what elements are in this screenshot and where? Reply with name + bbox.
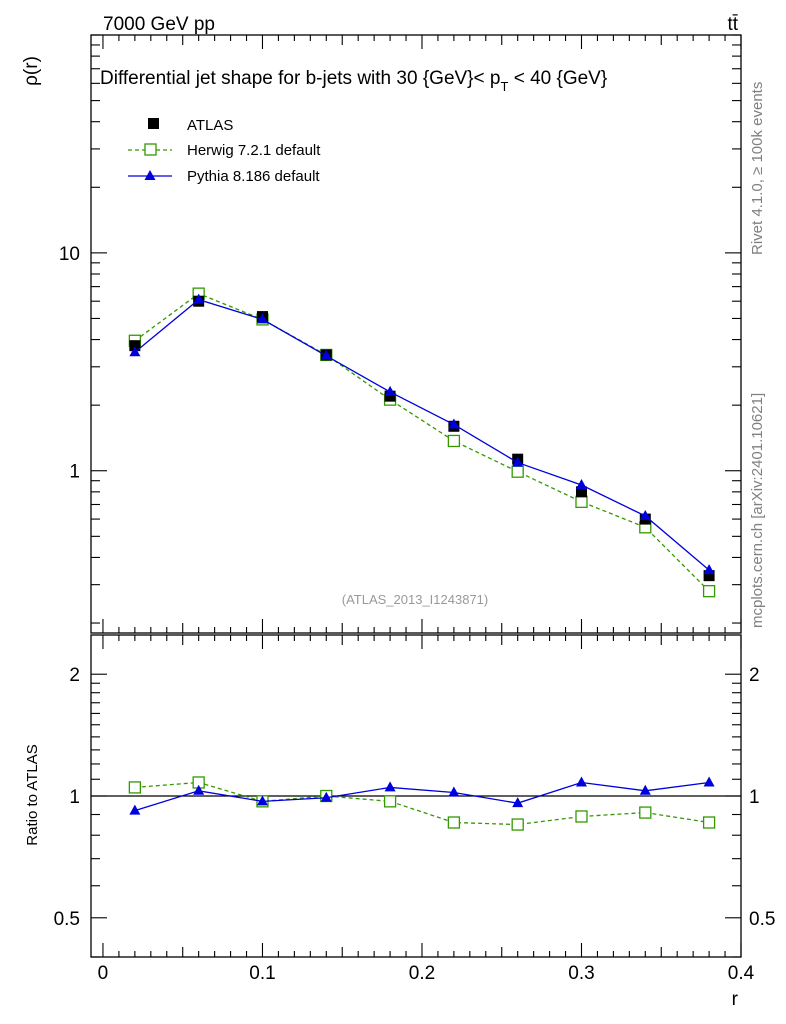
main-panel-frame	[90, 34, 742, 634]
y-tick-label: 1	[69, 787, 80, 808]
main-herwig-marker	[447, 434, 461, 448]
legend-herwig-label: Herwig 7.2.1 default	[187, 142, 321, 159]
ratio-ylabel: Ratio to ATLAS	[24, 744, 41, 845]
chart-title-sub: T	[500, 79, 508, 94]
ratio-pythia-marker	[448, 786, 460, 797]
ratio-pythia-line	[134, 781, 710, 812]
ratio-herwig-marker	[575, 810, 588, 823]
main-axis-ticks: 1 10	[59, 34, 742, 633]
legend-pythia-label: Pythia 8.186 default	[187, 168, 320, 185]
main-pythia-marker	[193, 293, 205, 304]
main-atlas-marker	[575, 486, 587, 498]
ratio-herwig-line	[134, 781, 710, 826]
x-tick-label: 0	[98, 963, 109, 984]
xlabel: r	[732, 989, 739, 1010]
main-pythia-marker	[639, 509, 651, 520]
chart-title-post: < 40 {GeV}	[508, 68, 607, 89]
x-tick-label: 0.2	[409, 963, 435, 984]
main-pythia-marker	[448, 418, 460, 429]
ratio-herwig-marker	[447, 816, 461, 829]
main-herwig-line	[134, 292, 710, 592]
ratio-pythia-marker	[129, 804, 141, 815]
chart-title: Differential jet shape for b-jets with 3…	[100, 68, 607, 94]
legend-atlas-marker	[148, 118, 159, 129]
x-tick-label: 0.1	[249, 963, 275, 984]
main-atlas-marker	[384, 390, 396, 402]
y-tick-label: 1	[69, 462, 80, 483]
main-pythia-marker	[703, 564, 715, 575]
chart-title-pre: Differential jet shape for b-jets with 3…	[100, 68, 500, 89]
y-tick-label-right: 1	[749, 787, 760, 808]
ratio-herwig-marker	[128, 781, 142, 794]
main-pythia-marker	[512, 456, 524, 467]
ratio-pythia-marker	[193, 784, 205, 795]
ratio-herwig-marker	[639, 806, 652, 819]
x-tick-label: 0.3	[568, 963, 594, 984]
y-tick-label: 2	[69, 665, 80, 686]
main-ylabel: ρ(r)	[21, 56, 42, 86]
ratio-axis-ticks: 0 0.1 0.2 0.3 0.4 0.5 0.5 1 1 2 2	[54, 635, 775, 984]
main-atlas-marker	[129, 340, 141, 352]
ratio-pythia-marker	[320, 791, 332, 802]
ratio-herwig-marker	[383, 795, 397, 808]
x-tick-label: 0.4	[728, 963, 755, 984]
watermark: (ATLAS_2013_I1243871)	[342, 592, 488, 607]
legend: ATLAS Herwig 7.2.1 default Pythia 8.186 …	[128, 117, 321, 185]
ratio-series-group	[128, 776, 716, 831]
main-series-group	[128, 287, 716, 598]
main-herwig-marker	[511, 465, 524, 478]
ratio-pythia-marker	[639, 784, 651, 795]
y-tick-label-right: 0.5	[749, 909, 775, 930]
main-pythia-marker	[256, 313, 268, 324]
ratio-pythia-marker	[703, 776, 715, 787]
main-pythia-marker	[575, 479, 587, 490]
main-atlas-marker	[703, 570, 715, 582]
main-pythia-marker	[384, 385, 396, 396]
ratio-pythia-marker	[384, 781, 396, 792]
legend-atlas-label: ATLAS	[187, 117, 233, 134]
y-tick-label: 0.5	[54, 909, 80, 930]
ratio-pythia-marker	[512, 797, 524, 808]
ratio-pythia-marker	[575, 776, 587, 787]
ratio-pythia-marker	[256, 795, 268, 806]
header-right: tt̄	[727, 14, 738, 35]
main-herwig-marker	[702, 585, 716, 598]
main-pythia-marker	[129, 346, 141, 357]
y-tick-label: 10	[59, 244, 80, 265]
side-label-upper: Rivet 4.1.0, ≥ 100k events	[749, 82, 766, 255]
y-tick-label-right: 2	[749, 665, 760, 686]
main-pythia-marker	[320, 349, 332, 360]
side-label-lower: mcplots.cern.ch [arXiv:2401.10621]	[749, 393, 766, 628]
header-left: 7000 GeV pp	[103, 14, 215, 35]
main-herwig-marker	[575, 495, 588, 508]
legend-herwig-marker	[144, 143, 157, 156]
ratio-herwig-marker	[702, 816, 716, 829]
legend-pythia-marker	[144, 170, 156, 180]
ratio-herwig-marker	[511, 818, 524, 831]
main-pythia-line	[134, 298, 710, 571]
